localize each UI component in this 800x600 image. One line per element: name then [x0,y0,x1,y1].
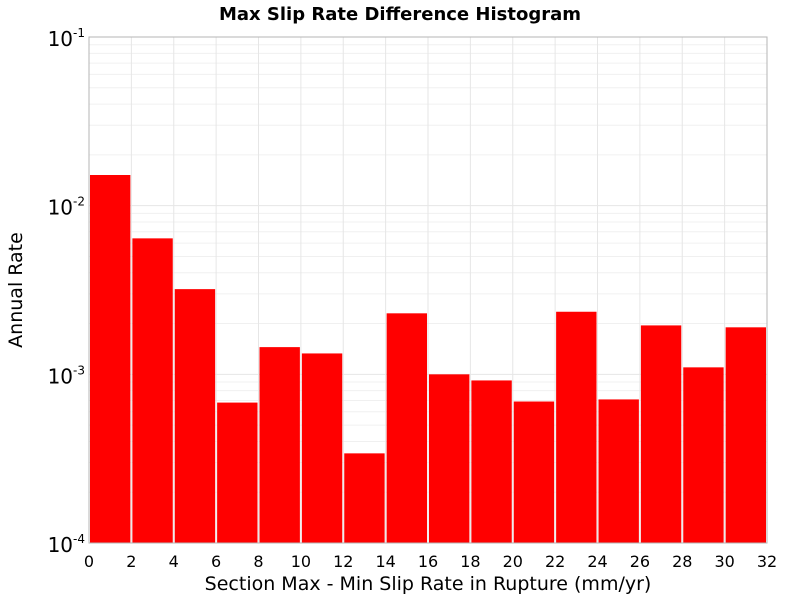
x-tick-label: 16 [418,552,438,571]
bar [259,347,300,543]
x-tick-label: 32 [757,552,777,571]
x-tick-label: 30 [714,552,734,571]
bar [217,402,258,543]
y-tick-label: 10-2 [48,195,85,220]
x-axis-ticks: 0 2 4 6 8 10 12 14 16 18 20 22 24 26 28 30 32 [84,552,777,571]
x-tick-label: 22 [545,552,565,571]
bar [471,380,512,543]
y-axis-label: Annual Rate [5,232,27,348]
y-tick-label: 10-1 [48,26,85,51]
x-tick-label: 0 [84,552,94,571]
y-axis-ticks: 10-4 10-3 10-2 10-1 [48,26,85,557]
x-tick-label: 20 [503,552,523,571]
x-tick-label: 8 [253,552,263,571]
bar [725,327,767,543]
x-tick-label: 26 [630,552,650,571]
chart-title: Max Slip Rate Difference Histogram [219,4,581,25]
bar [513,401,555,543]
bar [556,311,597,543]
bars [90,175,767,544]
y-tick-label: 10-4 [48,532,85,557]
y-tick-label: 10-3 [48,363,85,388]
x-axis-label: Section Max - Min Slip Rate in Rupture (… [205,573,652,595]
x-tick-label: 10 [291,552,311,571]
bar [683,367,724,543]
bar [132,238,173,544]
x-tick-label: 12 [333,552,353,571]
x-tick-label: 2 [126,552,136,571]
x-tick-label: 14 [375,552,395,571]
x-tick-label: 24 [587,552,607,571]
bar [429,374,470,543]
x-tick-label: 18 [460,552,480,571]
bar [301,353,343,543]
plot-area-frame [88,36,768,544]
x-tick-label: 6 [211,552,221,571]
bar [386,313,428,543]
x-tick-label: 28 [672,552,692,571]
bar [598,399,639,543]
bar [90,175,131,543]
x-tick-label: 4 [169,552,179,571]
bar [174,289,216,543]
bar [640,325,682,543]
bar [344,453,385,543]
